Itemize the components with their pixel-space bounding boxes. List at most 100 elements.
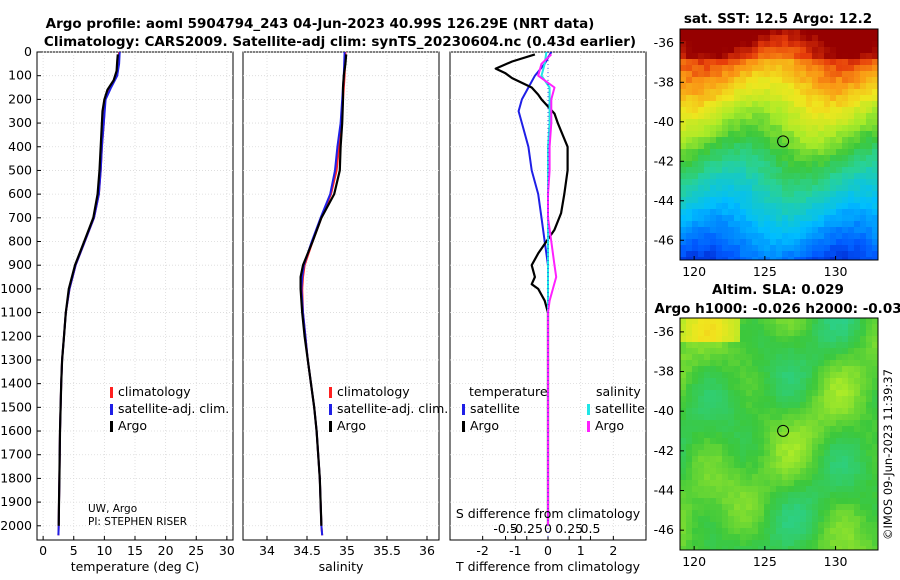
- legend-satellite-swatch: [329, 404, 332, 415]
- x-tick-label: 30: [219, 543, 235, 558]
- legend-satellite-label: satellite-adj. clim.: [118, 401, 229, 416]
- heatmap-cell: [806, 89, 813, 96]
- heatmap-cell: [740, 390, 747, 397]
- heatmap-cell: [722, 342, 729, 349]
- heatmap-cell: [818, 540, 825, 547]
- heatmap-cell: [872, 342, 878, 349]
- heatmap-cell: [698, 59, 705, 66]
- heatmap-cell: [872, 179, 878, 186]
- heatmap-cell: [854, 245, 861, 252]
- heatmap-cell: [686, 257, 693, 260]
- heatmap-cell: [836, 354, 843, 361]
- heatmap-cell: [824, 474, 831, 481]
- heatmap-cell: [728, 107, 735, 114]
- heatmap-cell: [692, 432, 699, 439]
- salinity-ticks: 34 34.5 35 35.5 36: [259, 536, 435, 558]
- heatmap-cell: [728, 504, 735, 511]
- heatmap-cell: [842, 438, 849, 445]
- s-tick-label: 0.25: [555, 521, 583, 536]
- heatmap-cell: [680, 71, 687, 78]
- heatmap-cell: [842, 41, 849, 48]
- heatmap-cell: [812, 101, 819, 108]
- heatmap-cell: [764, 438, 771, 445]
- heatmap-cell: [842, 53, 849, 60]
- heatmap-cell: [722, 95, 729, 102]
- heatmap-cell: [758, 107, 765, 114]
- heatmap-cell: [830, 233, 837, 240]
- heatmap-cell: [830, 504, 837, 511]
- heatmap-cell: [782, 498, 789, 505]
- heatmap-cell: [758, 504, 765, 511]
- heatmap-cell: [734, 77, 741, 84]
- heatmap-cell: [686, 143, 693, 150]
- heatmap-cell: [866, 149, 873, 156]
- heatmap-cell: [866, 131, 873, 138]
- heatmap-cell: [788, 528, 795, 535]
- heatmap-cell: [818, 53, 825, 60]
- heatmap-cell: [734, 336, 741, 343]
- heatmap-cell: [788, 396, 795, 403]
- heatmap-cell: [818, 101, 825, 108]
- heatmap-cell: [746, 143, 753, 150]
- heatmap-cell: [860, 468, 867, 475]
- heatmap-cell: [770, 486, 777, 493]
- heatmap-cell: [860, 330, 867, 337]
- heatmap-cell: [776, 143, 783, 150]
- heatmap-cell: [734, 546, 741, 550]
- heatmap-cell: [686, 119, 693, 126]
- heatmap-cell: [752, 149, 759, 156]
- heatmap-cell: [770, 546, 777, 550]
- heatmap-cell: [728, 426, 735, 433]
- heatmap-cell: [812, 516, 819, 523]
- heatmap-cell: [788, 384, 795, 391]
- heatmap-cell: [848, 53, 855, 60]
- heatmap-cell: [794, 546, 801, 550]
- heatmap-cell: [860, 498, 867, 505]
- heatmap-cell: [788, 492, 795, 499]
- heatmap-cell: [716, 119, 723, 126]
- heatmap-cell: [692, 179, 699, 186]
- heatmap-cell: [842, 29, 849, 36]
- heatmap-cell: [704, 372, 711, 379]
- heatmap-cell: [704, 95, 711, 102]
- heatmap-cell: [836, 137, 843, 144]
- heatmap-cell: [680, 432, 687, 439]
- heatmap-cell: [830, 468, 837, 475]
- heatmap-cell: [770, 59, 777, 66]
- heatmap-cell: [698, 336, 705, 343]
- heatmap-cell: [770, 95, 777, 102]
- heatmap-cell: [728, 390, 735, 397]
- heatmap-cell: [830, 396, 837, 403]
- heatmap-cell: [800, 173, 807, 180]
- heatmap-cell: [866, 233, 873, 240]
- heatmap-cell: [680, 233, 687, 240]
- heatmap-cell: [698, 456, 705, 463]
- heatmap-cell: [842, 179, 849, 186]
- heatmap-cell: [734, 456, 741, 463]
- heatmap-cell: [698, 47, 705, 54]
- heatmap-cell: [776, 384, 783, 391]
- heatmap-cell: [818, 239, 825, 246]
- heatmap-cell: [866, 486, 873, 493]
- heatmap-cell: [758, 516, 765, 523]
- heatmap-cell: [782, 29, 789, 36]
- heatmap-cell: [722, 492, 729, 499]
- heatmap-cell: [746, 474, 753, 481]
- heatmap-cell: [872, 89, 878, 96]
- heatmap-cell: [710, 167, 717, 174]
- heatmap-cell: [770, 378, 777, 385]
- heatmap-cell: [806, 336, 813, 343]
- heatmap-cell: [824, 185, 831, 192]
- heatmap-cell: [806, 29, 813, 36]
- heatmap-cell: [758, 534, 765, 541]
- heatmap-cell: [692, 492, 699, 499]
- heatmap-cell: [806, 155, 813, 162]
- heatmap-cell: [866, 492, 873, 499]
- heatmap-cell: [836, 360, 843, 367]
- heatmap-cell: [704, 149, 711, 156]
- heatmap-cell: [710, 203, 717, 210]
- sla-map: Altim. SLA: 0.029 Argo h1000: -0.026 h20…: [654, 282, 900, 569]
- heatmap-cell: [800, 149, 807, 156]
- heatmap-cell: [788, 185, 795, 192]
- heatmap-cell: [812, 215, 819, 222]
